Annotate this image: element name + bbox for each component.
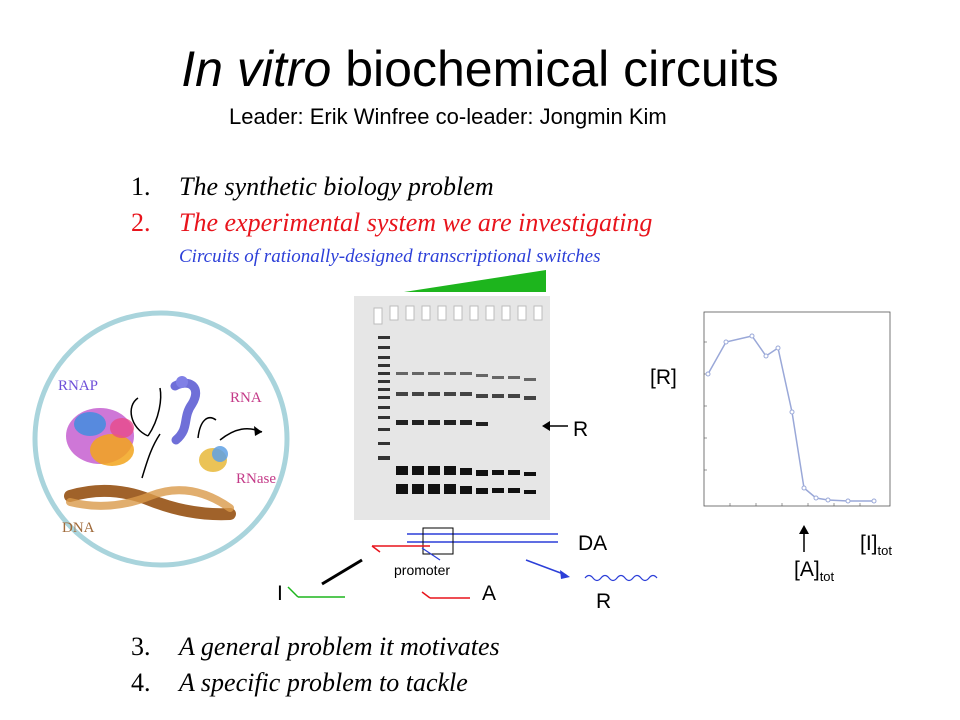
plot-axes [703, 311, 891, 507]
gel-image [354, 296, 550, 520]
circuit-a-label: A [482, 582, 497, 605]
outline-num-4: 4. [131, 668, 151, 697]
transcription-arrow [525, 559, 567, 576]
gel-bands [354, 296, 550, 520]
circuit-i-label: I [277, 582, 283, 605]
cell-illustration [32, 310, 290, 568]
plot-y-label: [R] [650, 366, 677, 389]
rna-output-wave [584, 574, 658, 582]
circuit-schematic [287, 527, 658, 599]
outline-item-4: 4. A specific problem to tackle [131, 668, 468, 698]
outline-item-3: 3. A general problem it motivates [131, 632, 500, 662]
circuit-da-label: DA [578, 532, 608, 555]
rnase-protein [199, 446, 228, 472]
rna-label: RNA [230, 390, 262, 406]
outline-text-3: A general problem it motivates [179, 632, 500, 661]
plot-x-label: [I]tot [860, 532, 892, 559]
rnase-label: RNase [236, 471, 276, 487]
outline-num-3: 3. [131, 632, 151, 661]
outline-num-2: 2. [131, 208, 151, 237]
inhibitor-arrow [321, 558, 363, 586]
outline-item-2: 2. The experimental system we are investi… [131, 208, 652, 238]
outline-text-1: The synthetic biology problem [179, 172, 494, 201]
response-plot [703, 311, 891, 507]
rnap-label: RNAP [58, 378, 99, 394]
dna-helix [64, 484, 236, 521]
rna-molecule [170, 376, 201, 445]
outline-text-4: A specific problem to tackle [179, 668, 468, 697]
outline-text-2: The experimental system we are investiga… [179, 208, 653, 237]
subtitle: Leader: Erik Winfree co-leader: Jongmin … [229, 104, 667, 129]
gel-band-label: R [573, 418, 589, 441]
title-rest: biochemical circuits [331, 41, 779, 97]
rnap-protein [66, 408, 134, 466]
gel-r-arrow [542, 421, 568, 431]
gradient-wedge [404, 270, 546, 292]
promoter-label: promoter [394, 562, 451, 578]
outline-num-1: 1. [131, 172, 151, 201]
circuit-r-label: R [596, 590, 612, 613]
outline-subtitle: Circuits of rationally-designed transcri… [179, 246, 601, 267]
a-tot-marker-arrow [799, 525, 809, 552]
page-title: In vitro biochemical circuits [0, 40, 960, 98]
title-italic: In vitro [181, 41, 332, 97]
dna-label: DNA [62, 520, 95, 536]
promoter-box [422, 527, 454, 555]
plot-marker-label: [A]tot [794, 558, 835, 585]
outline-item-1: 1. The synthetic biology problem [131, 172, 494, 202]
